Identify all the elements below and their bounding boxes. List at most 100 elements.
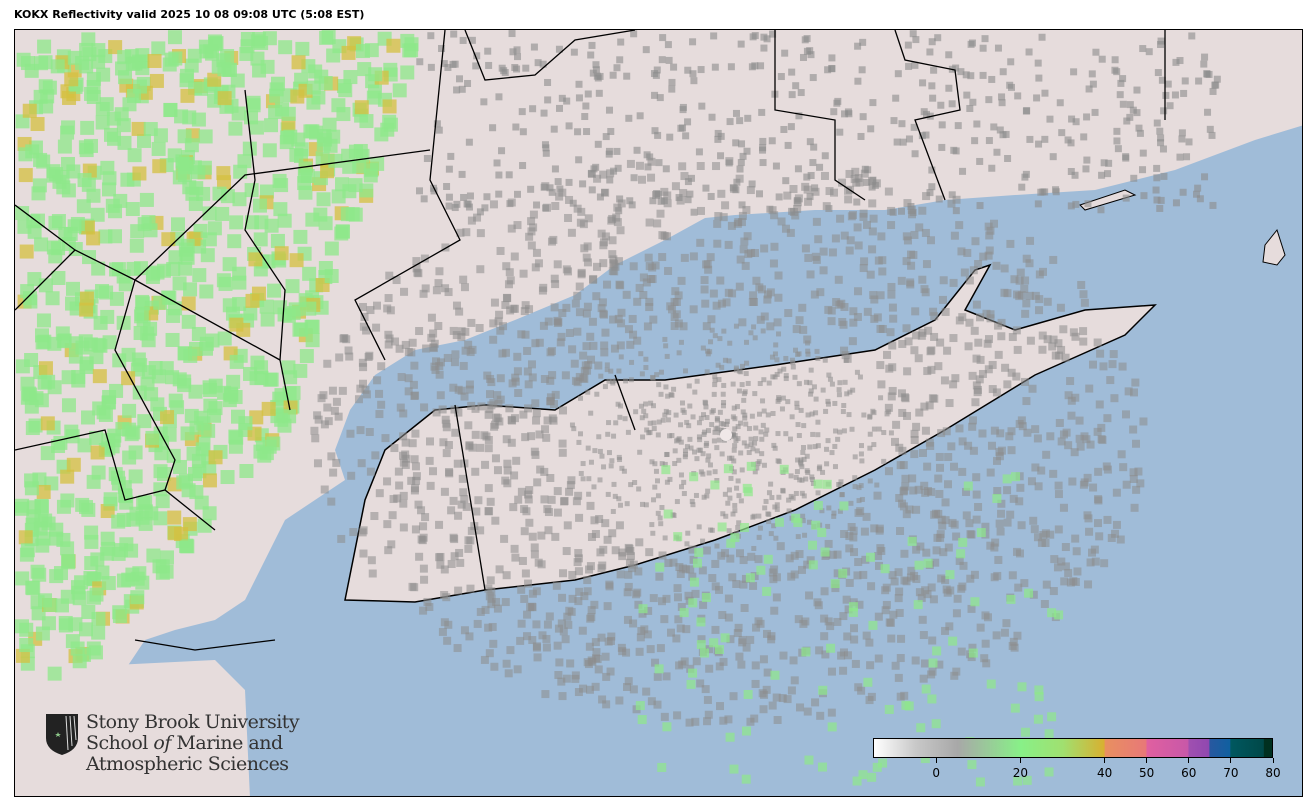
radar-echo xyxy=(575,156,583,164)
radar-echo xyxy=(712,377,718,383)
radar-echo xyxy=(783,373,789,379)
radar-echo xyxy=(647,697,656,706)
radar-echo xyxy=(637,175,646,184)
radar-echo xyxy=(623,72,631,80)
radar-site xyxy=(720,429,732,441)
radar-echo xyxy=(623,683,632,692)
radar-echo xyxy=(968,643,977,652)
radar-echo xyxy=(732,508,738,514)
radar-echo xyxy=(857,132,865,140)
radar-echo xyxy=(615,521,624,530)
radar-echo xyxy=(645,297,654,306)
radar-echo xyxy=(980,654,989,663)
radar-echo xyxy=(84,556,99,571)
radar-echo xyxy=(934,474,943,483)
radar-echo xyxy=(921,228,930,237)
radar-echo xyxy=(761,377,767,383)
radar-echo xyxy=(1034,482,1043,491)
radar-echo xyxy=(356,426,365,435)
radar-echo xyxy=(757,411,763,417)
radar-echo xyxy=(557,677,566,686)
radar-echo xyxy=(725,159,733,167)
radar-echo xyxy=(592,448,598,454)
radar-echo xyxy=(480,655,489,664)
radar-echo xyxy=(517,585,526,594)
radar-echo xyxy=(930,394,939,403)
radar-echo xyxy=(535,338,544,347)
radar-echo xyxy=(624,570,633,579)
radar-echo xyxy=(911,307,920,316)
radar-echo xyxy=(1044,767,1054,777)
radar-echo xyxy=(749,413,755,419)
radar-echo xyxy=(840,409,846,415)
radar-echo xyxy=(1100,559,1109,568)
radar-echo xyxy=(639,291,648,300)
radar-echo xyxy=(985,246,994,255)
radar-echo xyxy=(233,164,248,179)
radar-echo xyxy=(950,231,959,240)
radar-echo xyxy=(766,380,772,386)
radar-echo xyxy=(476,208,484,216)
radar-echo xyxy=(855,600,864,609)
radar-echo xyxy=(694,456,700,462)
radar-echo xyxy=(813,479,823,489)
radar-echo xyxy=(153,482,168,497)
radar-echo xyxy=(533,653,542,662)
radar-echo xyxy=(896,461,905,470)
radar-echo xyxy=(498,349,507,358)
radar-echo xyxy=(35,626,50,641)
radar-echo xyxy=(801,493,807,499)
radar-echo xyxy=(1160,172,1168,180)
radar-echo xyxy=(760,244,769,253)
radar-echo xyxy=(873,491,882,500)
radar-echo xyxy=(15,571,30,586)
radar-echo xyxy=(465,138,473,146)
radar-echo xyxy=(926,48,934,56)
radar-echo xyxy=(1172,58,1180,66)
radar-echo xyxy=(974,503,983,512)
radar-echo xyxy=(57,333,72,348)
radar-echo xyxy=(874,612,883,621)
radar-echo xyxy=(677,276,686,285)
radar-echo xyxy=(126,261,141,276)
radar-echo xyxy=(426,481,435,490)
radar-echo xyxy=(730,414,736,420)
radar-echo xyxy=(447,559,456,568)
radar-echo xyxy=(972,300,981,309)
radar-echo xyxy=(526,603,535,612)
radar-echo xyxy=(514,190,522,198)
radar-echo xyxy=(682,132,690,140)
radar-echo xyxy=(164,52,179,67)
radar-echo xyxy=(654,131,662,139)
radar-echo xyxy=(616,454,622,460)
radar-echo xyxy=(22,103,37,118)
radar-echo xyxy=(895,608,904,617)
radar-echo xyxy=(804,755,814,765)
radar-echo xyxy=(914,485,923,494)
radar-echo xyxy=(806,519,812,525)
radar-echo xyxy=(38,361,53,376)
radar-echo xyxy=(1033,714,1043,724)
radar-echo xyxy=(871,426,877,432)
radar-echo xyxy=(754,555,763,564)
colorbar-tick-label: 60 xyxy=(1181,766,1197,780)
radar-echo xyxy=(476,229,485,238)
radar-echo xyxy=(752,623,761,632)
radar-echo xyxy=(672,634,681,643)
radar-echo xyxy=(846,412,852,418)
radar-echo xyxy=(486,374,495,383)
radar-echo xyxy=(664,559,673,568)
radar-echo xyxy=(1084,580,1093,589)
radar-echo xyxy=(840,530,849,539)
radar-echo xyxy=(708,113,716,121)
radar-echo xyxy=(763,290,772,299)
radar-echo xyxy=(101,576,116,591)
radar-echo xyxy=(736,493,742,499)
radar-echo xyxy=(734,623,743,632)
radar-echo xyxy=(561,371,570,380)
radar-echo xyxy=(874,561,883,570)
radar-echo xyxy=(775,193,783,201)
radar-echo xyxy=(941,576,950,585)
radar-echo xyxy=(366,467,375,476)
radar-echo xyxy=(815,355,821,361)
